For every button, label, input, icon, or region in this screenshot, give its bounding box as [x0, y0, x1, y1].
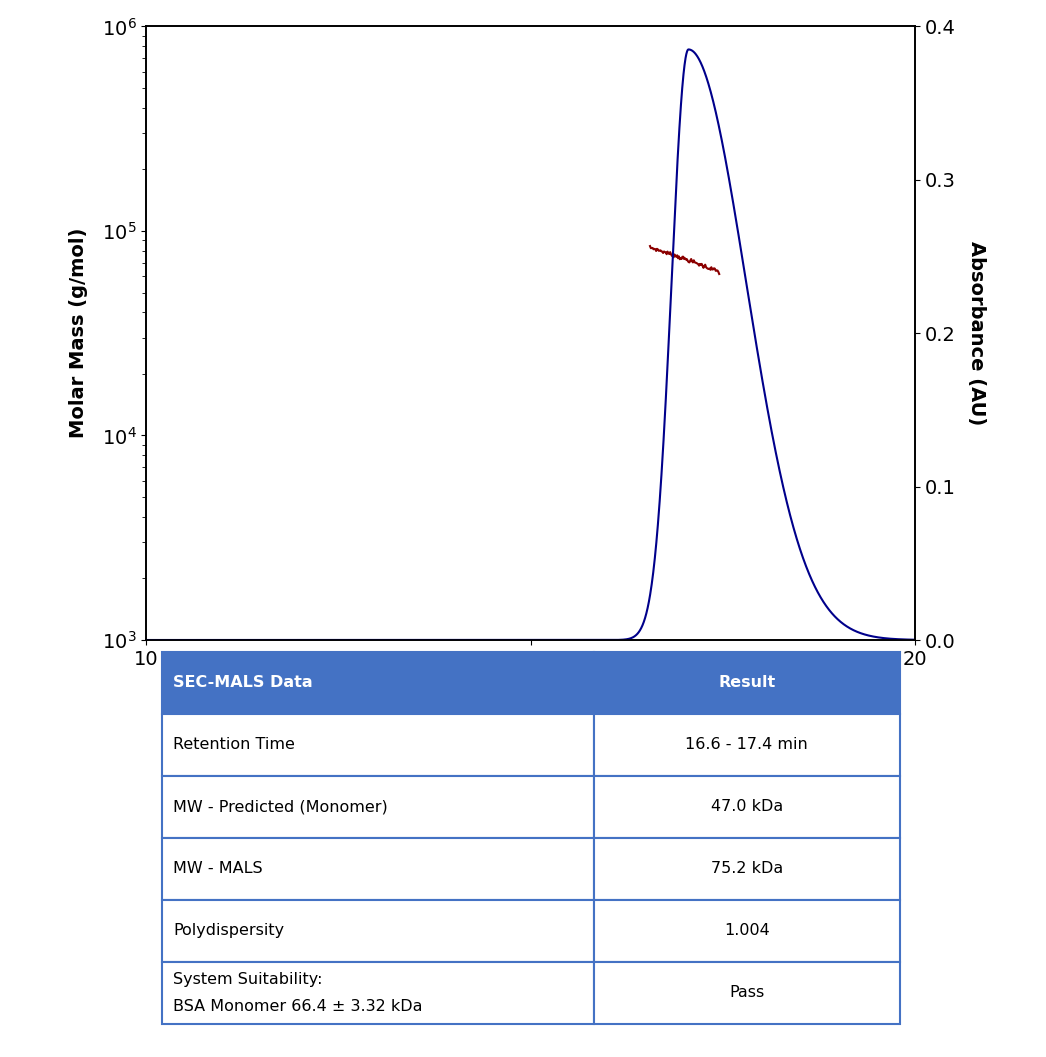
Y-axis label: Absorbance (AU): Absorbance (AU) — [968, 241, 986, 425]
FancyBboxPatch shape — [593, 838, 900, 900]
Text: Pass: Pass — [729, 985, 765, 1001]
Text: SEC-MALS Data: SEC-MALS Data — [174, 675, 313, 690]
Text: Retention Time: Retention Time — [174, 738, 295, 753]
FancyBboxPatch shape — [162, 713, 593, 776]
Text: 1.004: 1.004 — [724, 924, 770, 939]
FancyBboxPatch shape — [162, 652, 593, 713]
Text: MW - MALS: MW - MALS — [174, 861, 263, 876]
X-axis label: Time (min): Time (min) — [458, 683, 604, 707]
FancyBboxPatch shape — [593, 776, 900, 838]
Text: 16.6 - 17.4 min: 16.6 - 17.4 min — [685, 738, 809, 753]
Text: Result: Result — [719, 675, 775, 690]
Y-axis label: Molar Mass (g/mol): Molar Mass (g/mol) — [69, 228, 88, 439]
FancyBboxPatch shape — [593, 962, 900, 1024]
FancyBboxPatch shape — [593, 713, 900, 776]
Text: BSA Monomer 66.4 ± 3.32 kDa: BSA Monomer 66.4 ± 3.32 kDa — [174, 999, 423, 1014]
FancyBboxPatch shape — [162, 838, 593, 900]
FancyBboxPatch shape — [162, 776, 593, 838]
Text: System Suitability:: System Suitability: — [174, 971, 323, 987]
FancyBboxPatch shape — [162, 900, 593, 962]
Text: 75.2 kDa: 75.2 kDa — [710, 861, 782, 876]
Text: Polydispersity: Polydispersity — [174, 924, 285, 939]
Text: MW - Predicted (Monomer): MW - Predicted (Monomer) — [174, 799, 388, 815]
FancyBboxPatch shape — [162, 962, 593, 1024]
Text: 47.0 kDa: 47.0 kDa — [710, 799, 782, 815]
FancyBboxPatch shape — [593, 900, 900, 962]
FancyBboxPatch shape — [593, 652, 900, 713]
